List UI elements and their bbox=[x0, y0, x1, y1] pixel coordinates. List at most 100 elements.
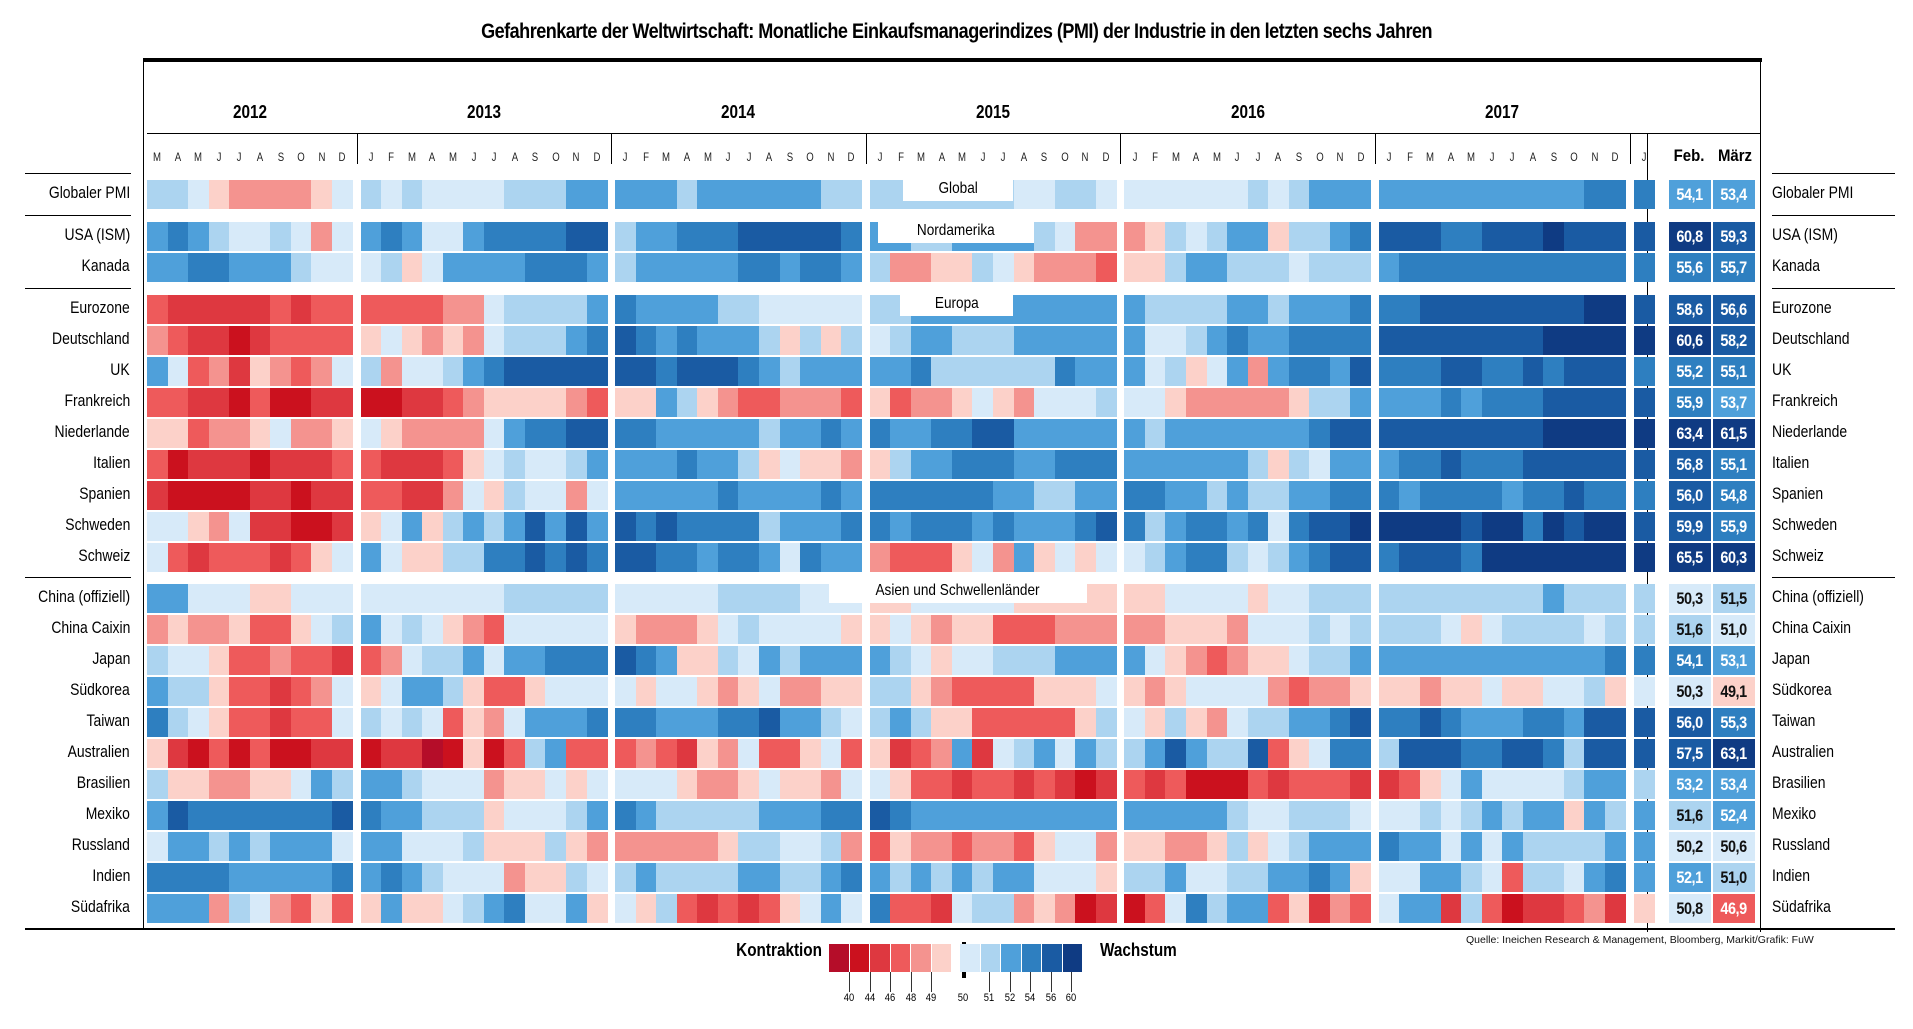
heatmap-cell bbox=[1247, 481, 1269, 510]
heatmap-cell bbox=[1481, 419, 1503, 448]
heatmap-cell bbox=[1247, 295, 1269, 324]
month-label: F bbox=[388, 150, 395, 164]
heatmap-cell bbox=[697, 770, 719, 799]
heatmap-cell bbox=[188, 832, 210, 861]
value-text: 55,2 bbox=[1676, 362, 1704, 381]
heatmap-cell bbox=[311, 832, 333, 861]
heatmap-cell bbox=[1095, 801, 1117, 830]
heatmap-cell bbox=[1543, 584, 1565, 613]
heatmap-cell bbox=[615, 388, 637, 417]
heatmap-cell bbox=[820, 326, 842, 355]
heatmap-cell bbox=[147, 481, 169, 510]
heatmap-cell bbox=[311, 450, 333, 479]
heatmap-cell bbox=[1461, 388, 1483, 417]
heatmap-cell bbox=[1144, 708, 1166, 737]
heatmap-cell bbox=[972, 253, 994, 282]
heatmap-cell bbox=[422, 708, 444, 737]
legend-tick-label: 48 bbox=[905, 992, 916, 1004]
heatmap-cell bbox=[1054, 832, 1076, 861]
heatmap-cell bbox=[249, 388, 271, 417]
heatmap-cell bbox=[1633, 615, 1655, 644]
heatmap-cell bbox=[545, 832, 567, 861]
heatmap-cell bbox=[1633, 326, 1655, 355]
heatmap-cell bbox=[1144, 450, 1166, 479]
month-label: J bbox=[1641, 150, 1647, 164]
heatmap-cell bbox=[1227, 584, 1249, 613]
heatmap-cell bbox=[800, 481, 822, 510]
heatmap-cell bbox=[1420, 801, 1442, 830]
heatmap-cell bbox=[1440, 222, 1462, 251]
heatmap-cell bbox=[951, 450, 974, 479]
heatmap-cell bbox=[676, 832, 698, 861]
heatmap-cell bbox=[504, 481, 526, 510]
heatmap-cell bbox=[1227, 357, 1249, 386]
value-feb: 57,5 bbox=[1669, 739, 1711, 768]
heatmap-cell bbox=[1502, 739, 1524, 768]
heatmap-cell bbox=[331, 543, 354, 572]
heatmap-cell bbox=[422, 295, 444, 324]
heatmap-cell bbox=[1604, 646, 1627, 675]
value-text: 59,9 bbox=[1676, 517, 1704, 536]
heatmap-cell bbox=[270, 295, 292, 324]
value-text: 54,8 bbox=[1720, 486, 1748, 505]
heatmap-cell bbox=[1584, 180, 1606, 209]
heatmap-cell bbox=[1144, 180, 1166, 209]
value-maerz: 63,1 bbox=[1713, 739, 1755, 768]
heatmap-cell bbox=[1309, 584, 1331, 613]
heatmap-cell bbox=[779, 180, 801, 209]
heatmap-cell bbox=[566, 450, 588, 479]
heatmap-cell bbox=[1075, 253, 1097, 282]
heatmap-cell bbox=[1378, 326, 1401, 355]
legend-swatch bbox=[890, 944, 910, 972]
heatmap-cell bbox=[931, 357, 953, 386]
heatmap-cell bbox=[656, 512, 678, 541]
heatmap-cell bbox=[229, 646, 251, 675]
heatmap-cell bbox=[676, 894, 698, 923]
heatmap-cell bbox=[1461, 326, 1483, 355]
heatmap-cell bbox=[1185, 419, 1208, 448]
heatmap-cell bbox=[401, 180, 423, 209]
legend-swatch bbox=[1042, 944, 1062, 972]
heatmap-cell bbox=[820, 450, 842, 479]
heatmap-cell bbox=[483, 419, 505, 448]
heatmap-cell bbox=[758, 708, 781, 737]
value-text: 55,3 bbox=[1720, 713, 1748, 732]
year-label: 2016 bbox=[1230, 102, 1265, 122]
heatmap-cell bbox=[483, 512, 505, 541]
heatmap-cell bbox=[800, 894, 822, 923]
heatmap-cell bbox=[401, 832, 423, 861]
heatmap-cell bbox=[1350, 677, 1372, 706]
heatmap-cell bbox=[1502, 419, 1524, 448]
heatmap-cell bbox=[360, 863, 382, 892]
heatmap-cell bbox=[290, 646, 312, 675]
row-label-right: China (offiziell) bbox=[1772, 587, 1864, 606]
row-label-left: Südafrika bbox=[71, 897, 130, 916]
heatmap-cell bbox=[504, 615, 526, 644]
heatmap-cell bbox=[910, 677, 932, 706]
heatmap-cell bbox=[524, 677, 547, 706]
heatmap-cell bbox=[800, 615, 822, 644]
heatmap-cell bbox=[208, 512, 230, 541]
heatmap-cell bbox=[1563, 863, 1585, 892]
heatmap-cell bbox=[167, 739, 189, 768]
heatmap-cell bbox=[188, 180, 210, 209]
value-feb: 51,6 bbox=[1669, 801, 1711, 830]
heatmap-cell bbox=[524, 222, 547, 251]
heatmap-cell bbox=[717, 584, 739, 613]
heatmap-cell bbox=[676, 677, 698, 706]
heatmap-cell bbox=[1013, 708, 1035, 737]
heatmap-cell bbox=[381, 222, 403, 251]
heatmap-cell bbox=[208, 863, 230, 892]
heatmap-cell bbox=[910, 615, 932, 644]
heatmap-cell bbox=[1227, 894, 1249, 923]
heatmap-cell bbox=[1563, 646, 1585, 675]
heatmap-cell bbox=[1329, 801, 1351, 830]
heatmap-cell bbox=[483, 801, 505, 830]
legend-tick bbox=[849, 972, 850, 992]
heatmap-cell bbox=[717, 357, 739, 386]
heatmap-cell bbox=[229, 677, 251, 706]
heatmap-cell bbox=[676, 222, 698, 251]
heatmap-cell bbox=[1584, 708, 1606, 737]
heatmap-cell bbox=[1461, 357, 1483, 386]
heatmap-cell bbox=[586, 326, 608, 355]
